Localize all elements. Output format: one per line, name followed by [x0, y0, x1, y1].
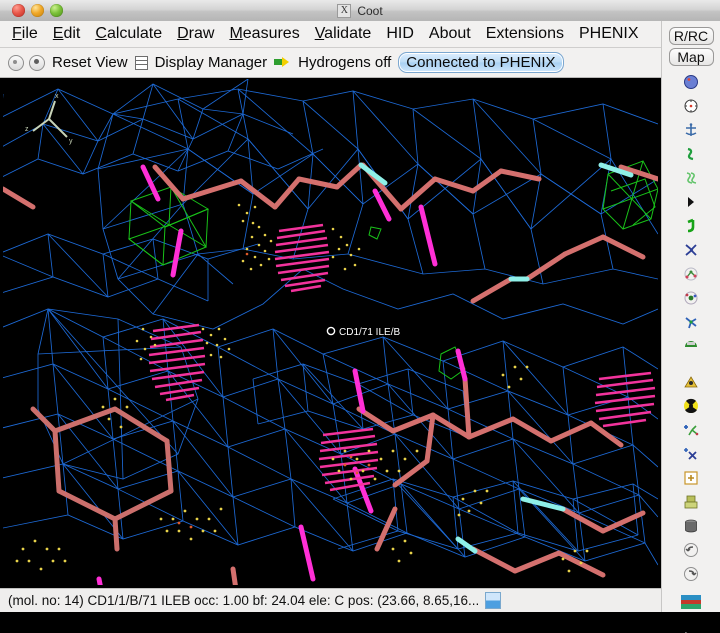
menu-about[interactable]: About — [428, 25, 471, 42]
add-ons-icon[interactable] — [680, 467, 702, 489]
chain-refine-icon[interactable] — [680, 119, 702, 141]
status-bar: (mol. no: 14) CD1/1/B/71 ILEB occ: 1.00 … — [0, 588, 661, 612]
radio-selected-icon[interactable] — [29, 54, 45, 71]
undo-icon[interactable] — [680, 539, 702, 561]
sidebar-icon-group-refine — [662, 70, 720, 358]
x-window-icon: X — [337, 3, 352, 18]
single-residue-refine-icon[interactable] — [680, 95, 702, 117]
window-bottom-fill — [0, 612, 720, 632]
torsion-general-icon[interactable] — [680, 335, 702, 357]
main-toolbar: Reset View Display Manager Hydrogens off… — [0, 48, 661, 78]
radio-unselected-icon[interactable] — [8, 54, 24, 71]
rotate-translate-zone-icon[interactable] — [680, 239, 702, 261]
edit-chi-angles-icon[interactable] — [680, 311, 702, 333]
regularize-zone-icon[interactable] — [680, 167, 702, 189]
close-button[interactable] — [12, 4, 25, 17]
regularize-icon[interactable] — [680, 143, 702, 165]
menu-measures[interactable]: Measures — [229, 25, 300, 42]
menu-validate[interactable]: Validate — [314, 25, 372, 42]
connected-to-phenix-button[interactable]: Connected to PHENIX — [398, 52, 564, 73]
add-terminal-residue-icon[interactable] — [680, 371, 702, 393]
menu-bar: File Edit Calculate Draw Measures Valida… — [0, 21, 661, 48]
molecular-graphics-viewport[interactable]: x y z CD1/71 ILE/B — [3, 79, 658, 585]
status-text: (mol. no: 14) CD1/1/B/71 ILEB occ: 1.00 … — [8, 593, 480, 608]
display-manager-button[interactable]: Display Manager — [154, 54, 268, 71]
window-controls — [12, 4, 63, 17]
display-manager-icon[interactable] — [134, 55, 148, 70]
menu-file[interactable]: File — [12, 25, 38, 42]
maximize-button[interactable] — [50, 4, 63, 17]
axis-label-z: z — [25, 126, 29, 133]
rigid-body-fit-icon[interactable] — [680, 215, 702, 237]
picked-atom-marker: CD1/71 ILE/B — [326, 326, 400, 338]
rotamers-icon[interactable] — [680, 287, 702, 309]
window-title: X Coot — [0, 3, 720, 18]
menu-extensions[interactable]: Extensions — [485, 25, 564, 42]
atom-color-swatch[interactable] — [485, 592, 502, 609]
window-title-text: Coot — [357, 3, 383, 18]
menu-calculate[interactable]: Calculate — [95, 25, 163, 42]
picked-atom-label: CD1/71 ILE/B — [339, 327, 400, 338]
refine-rc-button[interactable]: R/RC — [668, 27, 714, 45]
redo-icon[interactable] — [680, 563, 702, 585]
menu-draw[interactable]: Draw — [177, 25, 215, 42]
sphere-refine-icon[interactable] — [680, 71, 702, 93]
minimize-button[interactable] — [31, 4, 44, 17]
add-alt-conf-icon[interactable] — [680, 395, 702, 417]
place-atom-at-pointer-icon[interactable] — [680, 419, 702, 441]
contact-dots — [15, 203, 589, 573]
hydrogens-button[interactable]: Hydrogens off — [298, 54, 392, 71]
residue-info-icon[interactable] — [680, 595, 702, 609]
title-bar: X Coot — [0, 0, 720, 22]
reset-view-button[interactable]: Reset View — [52, 54, 128, 71]
mutate-autofit-icon[interactable] — [680, 491, 702, 513]
delete-icon[interactable] — [680, 515, 702, 537]
sidebar-icon-group-build — [662, 370, 720, 586]
orientation-axes: x y z — [25, 93, 73, 145]
difference-map-positive — [127, 160, 658, 380]
model-bonds — [3, 162, 658, 585]
rotamer-markers — [148, 223, 656, 492]
fixed-atoms-icon[interactable] — [680, 191, 702, 213]
menu-edit[interactable]: Edit — [52, 25, 81, 42]
menu-phenix[interactable]: PHENIX — [578, 25, 639, 42]
clear-pending-picks-icon[interactable] — [680, 443, 702, 465]
axis-label-y: y — [69, 138, 73, 145]
hydrogens-toggle-icon[interactable] — [274, 57, 291, 68]
contact-dots-clash — [177, 252, 371, 529]
axis-label-x: x — [55, 93, 59, 100]
map-button[interactable]: Map — [668, 48, 714, 66]
right-toolbar: R/RC Map — [661, 21, 720, 633]
density-and-model-scene: x y z CD1/71 ILE/B — [3, 79, 658, 585]
menu-hid[interactable]: HID — [386, 25, 414, 42]
auto-fit-rotamer-icon[interactable] — [680, 263, 702, 285]
